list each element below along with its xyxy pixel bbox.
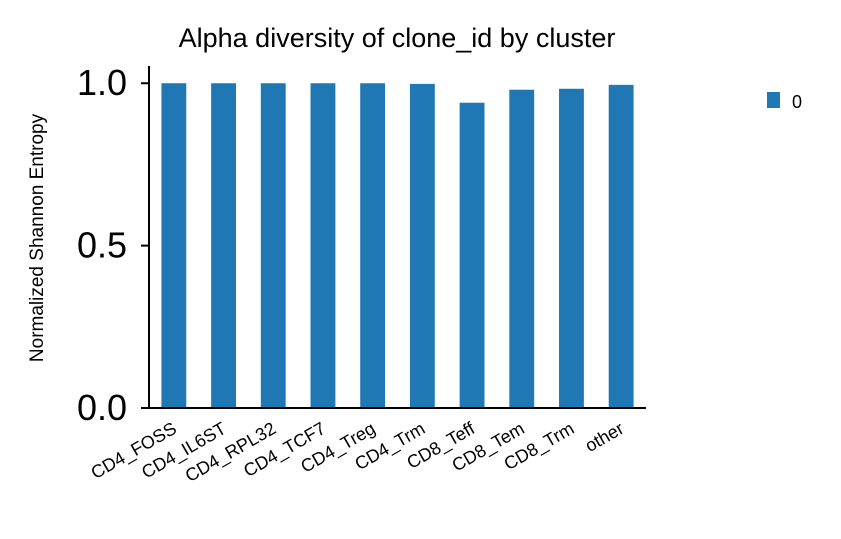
- y-tick-label: 0.5: [77, 225, 127, 266]
- y-tick-label: 1.0: [77, 62, 127, 103]
- y-axis-ticks: 0.0 0.5 1.0: [77, 62, 149, 428]
- bar-other: [608, 84, 634, 409]
- bars-layer: [161, 83, 634, 409]
- chart-title: Alpha diversity of clone_id by cluster: [179, 23, 616, 53]
- x-axis-ticks: CD4_FOSSCD4_IL6STCD4_RPL32CD4_TCF7CD4_Tr…: [88, 418, 628, 487]
- bar-cd4-trm: [409, 83, 435, 408]
- bar-cd4-tcf7: [310, 83, 336, 409]
- bar-cd8-tem: [509, 89, 535, 408]
- legend: 0: [767, 92, 802, 112]
- bar-cd4-rpl32: [260, 83, 286, 409]
- bar-cd4-treg: [360, 83, 386, 409]
- x-tick-label: other: [582, 418, 628, 456]
- legend-label: 0: [792, 92, 802, 112]
- bar-cd4-foss: [161, 83, 187, 409]
- bar-cd8-teff: [459, 102, 485, 408]
- y-tick-label: 0.0: [77, 387, 127, 428]
- y-axis-label: Normalized Shannon Entropy: [27, 113, 48, 362]
- bar-cd8-trm: [559, 88, 584, 408]
- legend-swatch: [767, 92, 780, 108]
- bar-cd4-il6st: [211, 83, 236, 409]
